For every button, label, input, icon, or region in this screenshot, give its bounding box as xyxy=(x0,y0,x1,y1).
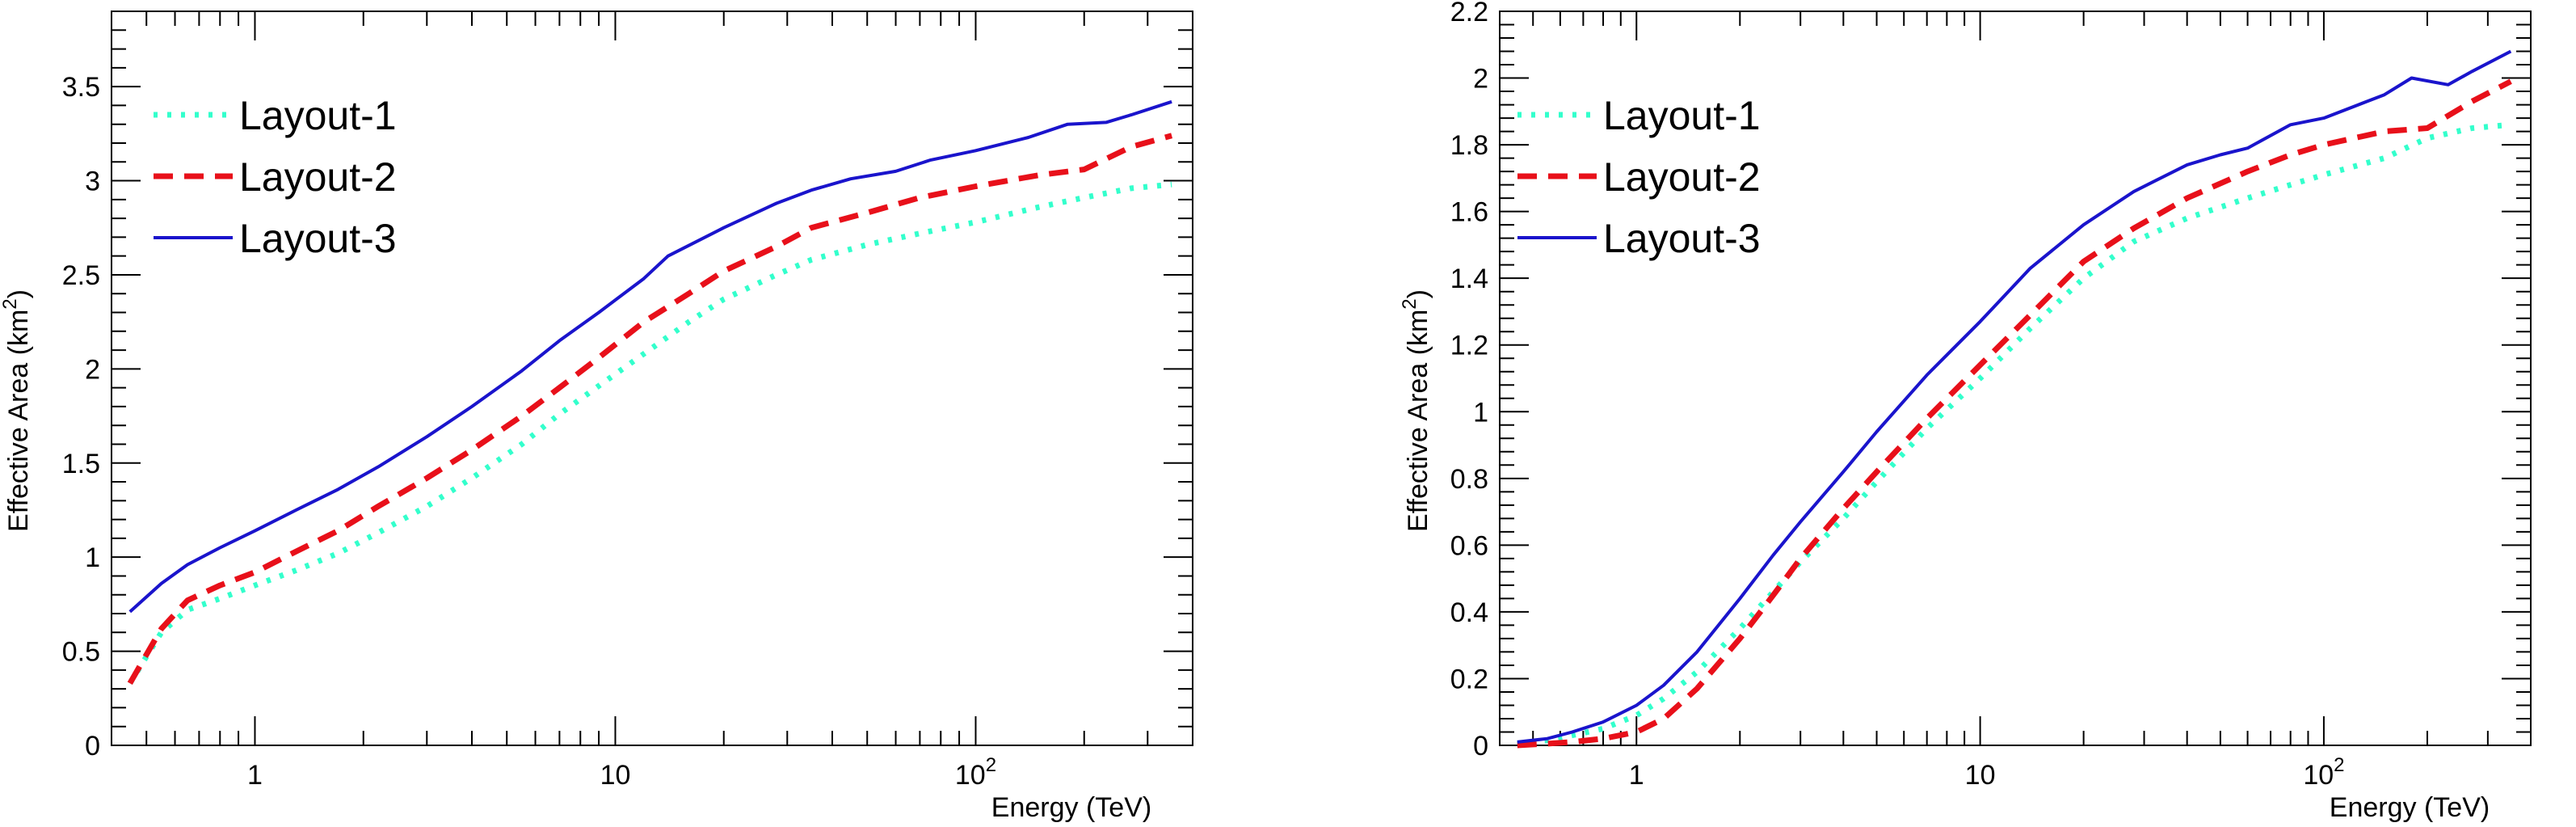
y-tick-label: 1.5 xyxy=(62,449,100,479)
x-tick-label: 102 xyxy=(2303,754,2344,791)
x-axis-title: Energy (TeV) xyxy=(2330,792,2490,823)
chart-panel-left: 0 0.5 1 1.5 2 2.5 3 3.5 1 10 102 Energy (TeV) Effect… xyxy=(0,11,1193,823)
series-line-layout-2 xyxy=(127,133,1173,685)
legend-label: Layout-3 xyxy=(239,216,397,261)
x-tick-label: 10 xyxy=(600,760,631,791)
legend-label: Layout-2 xyxy=(239,154,397,200)
y-tick-label: 2 xyxy=(85,354,100,385)
effective-area-chart-right: 0 0.2 0.4 0.6 0.8 1 1.2 1.4 1.6 1.8 2 2.2 1 10 102Ener… xyxy=(1399,0,2532,823)
y-tick-label: 3.5 xyxy=(62,72,100,103)
legend-label: Layout-3 xyxy=(1603,216,1761,261)
x-tick-label: 10 xyxy=(1965,760,1996,791)
x-tick-label: 1 xyxy=(1629,760,1644,791)
y-axis-title: Effective Area (km2) xyxy=(1399,289,1433,532)
x-tick-label: 1 xyxy=(247,760,263,791)
y-tick-label: 1.4 xyxy=(1450,264,1488,294)
y-tick-label: 2.2 xyxy=(1450,0,1488,27)
y-tick-label: 1 xyxy=(1473,397,1488,428)
series-line-layout-3 xyxy=(1517,49,2512,744)
y-tick-label: 1 xyxy=(85,542,100,573)
y-tick-label: 0.2 xyxy=(1450,664,1488,694)
y-tick-label: 3 xyxy=(85,167,100,197)
y-tick-label: 0.4 xyxy=(1450,597,1488,628)
y-tick-label: 2 xyxy=(1473,64,1488,95)
series-line-layout-1 xyxy=(127,181,1172,686)
y-tick-label: 1.6 xyxy=(1450,197,1488,228)
plot-frame xyxy=(111,11,1193,746)
y-tick-label: 0 xyxy=(85,731,100,762)
y-tick-label: 0.5 xyxy=(62,637,100,668)
y-tick-label: 1.8 xyxy=(1450,130,1488,161)
x-axis-title: Energy (TeV) xyxy=(991,792,1151,823)
series-line-layout-3 xyxy=(128,99,1172,614)
legend-label: Layout-1 xyxy=(1603,93,1761,138)
y-tick-label: 0 xyxy=(1473,731,1488,762)
chart-panel-right: 0 0.2 0.4 0.6 0.8 1 1.2 1.4 1.6 1.8 2 2.2 1 10 102 Ener… xyxy=(1288,0,2576,827)
legend-label: Layout-1 xyxy=(239,93,397,138)
y-tick-label: 0.6 xyxy=(1450,530,1488,561)
y-tick-label: 2.5 xyxy=(62,260,100,291)
plot-frame xyxy=(1499,11,2532,746)
y-axis-title: Effective Area (km2) xyxy=(0,289,34,532)
x-tick-label: 102 xyxy=(955,754,996,791)
y-tick-label: 1.2 xyxy=(1450,331,1488,361)
legend-label: Layout-2 xyxy=(1603,154,1761,200)
y-tick-label: 0.8 xyxy=(1450,464,1488,495)
